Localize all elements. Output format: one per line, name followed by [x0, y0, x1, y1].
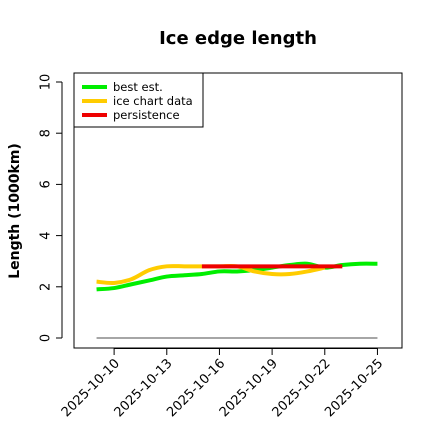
- y-tick-label: 2: [39, 283, 54, 291]
- legend-label-ice-chart-data: ice chart data: [113, 94, 193, 108]
- y-tick-label: 0: [39, 334, 54, 342]
- legend-label-best-est: best est.: [113, 80, 163, 94]
- y-tick-label: 8: [39, 129, 54, 137]
- y-axis: 0 2 4 6 8 10: [39, 74, 63, 342]
- legend-label-persistence: persistence: [113, 108, 180, 122]
- chart-title: Ice edge length: [159, 28, 317, 49]
- y-tick-label: 10: [39, 74, 54, 91]
- x-axis: 2025-10-102025-10-132025-10-162025-10-19…: [59, 348, 386, 420]
- y-axis-label: Length (1000km): [7, 143, 23, 279]
- series-layer: [96, 261, 378, 339]
- y-tick-label: 4: [39, 231, 54, 239]
- y-tick-label: 6: [39, 180, 54, 188]
